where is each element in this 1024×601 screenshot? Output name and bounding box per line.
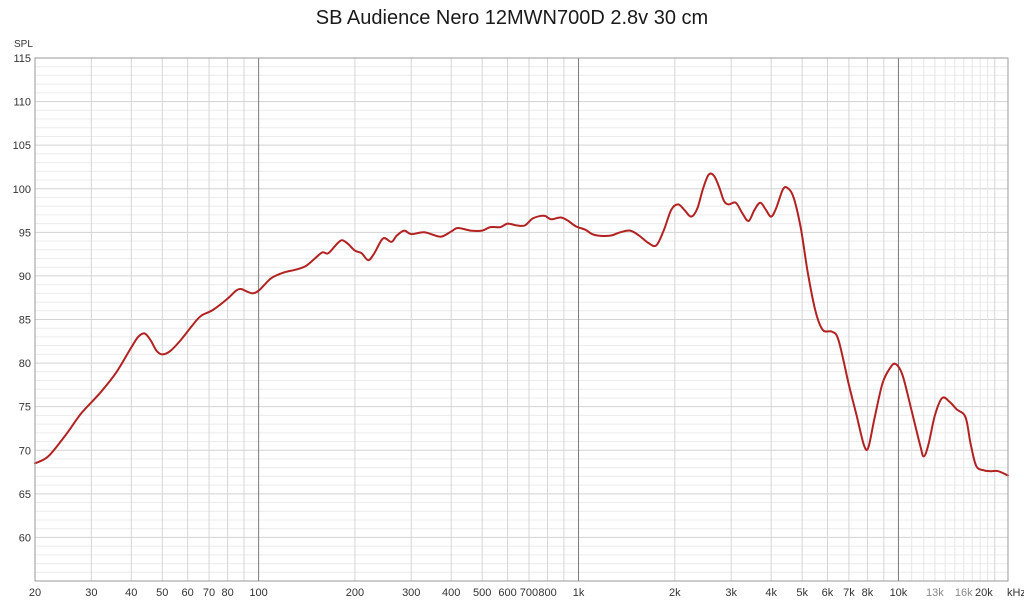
y-tick-label: 60 [19,532,31,544]
x-tick-label: 10k [890,587,908,599]
x-tick-label: 200 [346,587,364,599]
x-tick-label: 40 [125,587,137,599]
x-tick-label: 6k [822,587,834,599]
y-tick-label: 115 [13,53,31,65]
x-tick-label: 300 [402,587,420,599]
y-tick-label: 85 [19,315,31,327]
x-tick-label: 400 [442,587,460,599]
y-tick-label: 110 [13,97,31,109]
y-tick-label: 100 [13,184,31,196]
x-tick-label: 4k [765,587,777,599]
chart-title: SB Audience Nero 12MWN700D 2.8v 30 cm [315,7,709,29]
x-tick-label: 20 [29,587,41,599]
y-axis-title: SPL [14,39,33,50]
x-tick-label: 700 [520,587,538,599]
x-tick-label: 8k [862,587,874,599]
x-tick-label: 7k [843,587,855,599]
x-tick-label: 3k [725,587,737,599]
curve-layer [34,172,1009,477]
x-tick-label: 13k [926,587,944,599]
x-tick-label: 800 [538,587,556,599]
x-tick-label: 20k [975,587,993,599]
x-tick-label: 2k [669,587,681,599]
grid-lines [34,57,1008,581]
x-tick-label: 600 [498,587,516,599]
x-tick-label: 50 [156,587,168,599]
x-tick-label: 60 [182,587,194,599]
x-tick-label: 80 [221,587,233,599]
y-tick-label: 95 [19,227,31,239]
x-tick-label: 16k [955,587,973,599]
x-tick-label: 30 [85,587,97,599]
x-tick-label: 500 [473,587,491,599]
y-tick-label: 105 [13,140,31,152]
y-tick-label: 70 [19,445,31,457]
x-axis-unit: kHz [1007,587,1024,599]
y-tick-label: 75 [19,402,31,414]
plot-frame [34,57,1009,582]
x-tick-label: 5k [796,587,808,599]
x-tick-label: 100 [249,587,267,599]
y-tick-label: 65 [19,489,31,501]
x-tick-label: 70 [203,587,215,599]
axis-labels: SPL kHz 60 65 70 75 80 85 90 95 100 105 110 115 20 30… [13,39,1024,599]
y-tick-label: 90 [19,271,31,283]
x-tick-label: 1k [573,587,585,599]
spl-response-curve [34,172,1009,477]
y-tick-label: 80 [19,358,31,370]
